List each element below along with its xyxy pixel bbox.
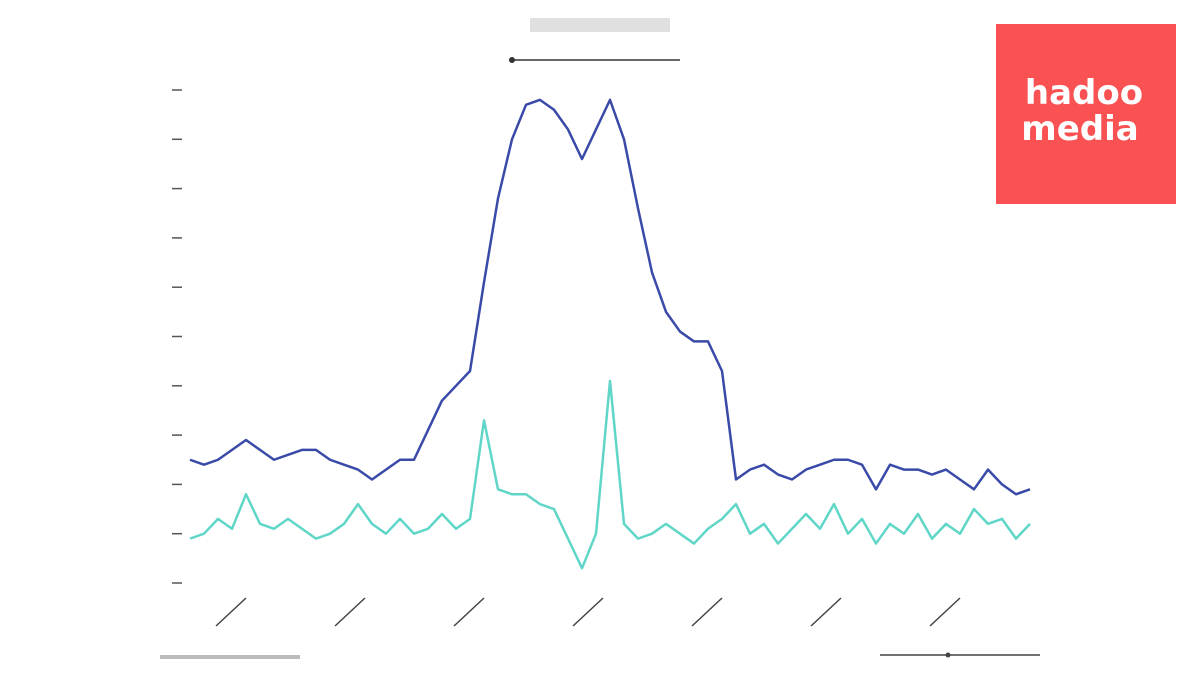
series-line bbox=[189, 98, 1031, 496]
x-tick bbox=[929, 597, 961, 627]
footer-dot bbox=[945, 652, 951, 658]
x-tick bbox=[215, 597, 247, 627]
source-placeholder bbox=[160, 655, 300, 659]
legend-dot bbox=[509, 57, 515, 63]
x-tick bbox=[334, 597, 366, 627]
x-tick bbox=[691, 597, 723, 627]
title-placeholder bbox=[530, 18, 670, 32]
logo-box bbox=[996, 24, 1176, 204]
x-tick bbox=[810, 597, 842, 627]
x-tick bbox=[572, 597, 604, 627]
logo-text: media bbox=[1021, 109, 1138, 149]
series-line bbox=[189, 379, 1031, 570]
x-tick bbox=[453, 597, 485, 627]
logo-text: hadoo bbox=[1025, 73, 1143, 113]
